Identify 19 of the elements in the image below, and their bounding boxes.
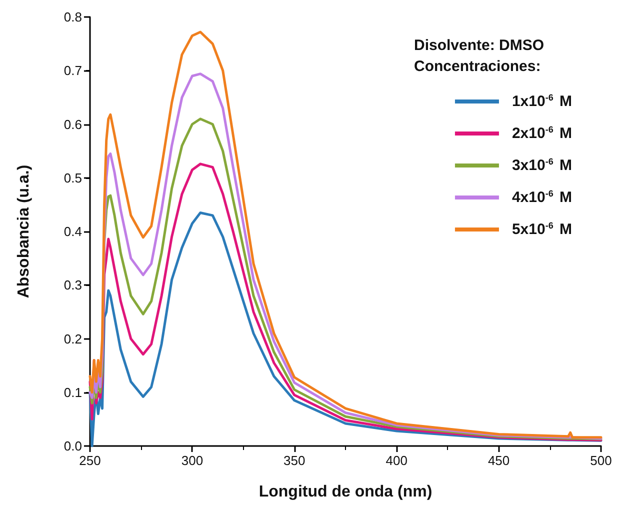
annotation: Disolvente: DMSO [414,37,544,54]
y-tick-label: 0.2 [64,331,82,346]
x-axis-title: Longitud de onda (nm) [258,484,432,500]
y-tick-label: 0.0 [64,438,82,454]
y-tick-label: 0.7 [64,63,82,78]
y-tick-label: 0.6 [64,116,82,132]
y-tick-label: 0.8 [64,10,82,24]
x-tick-label: 500 [590,453,612,468]
x-tick-label: 450 [488,453,510,468]
x-tick-label: 350 [284,453,306,468]
legend-title: Concentraciones: [414,58,541,75]
x-tick-label: 300 [181,453,204,468]
y-tick-label: 0.5 [64,170,82,186]
y-tick-label: 0.1 [64,384,82,400]
y-tick-label: 0.4 [64,224,82,239]
x-tick-label: 400 [386,453,408,468]
x-tick-label: 250 [79,453,101,468]
y-tick-label: 0.3 [64,278,82,293]
y-axis-title: Absobancia (u.a.) [16,164,32,298]
